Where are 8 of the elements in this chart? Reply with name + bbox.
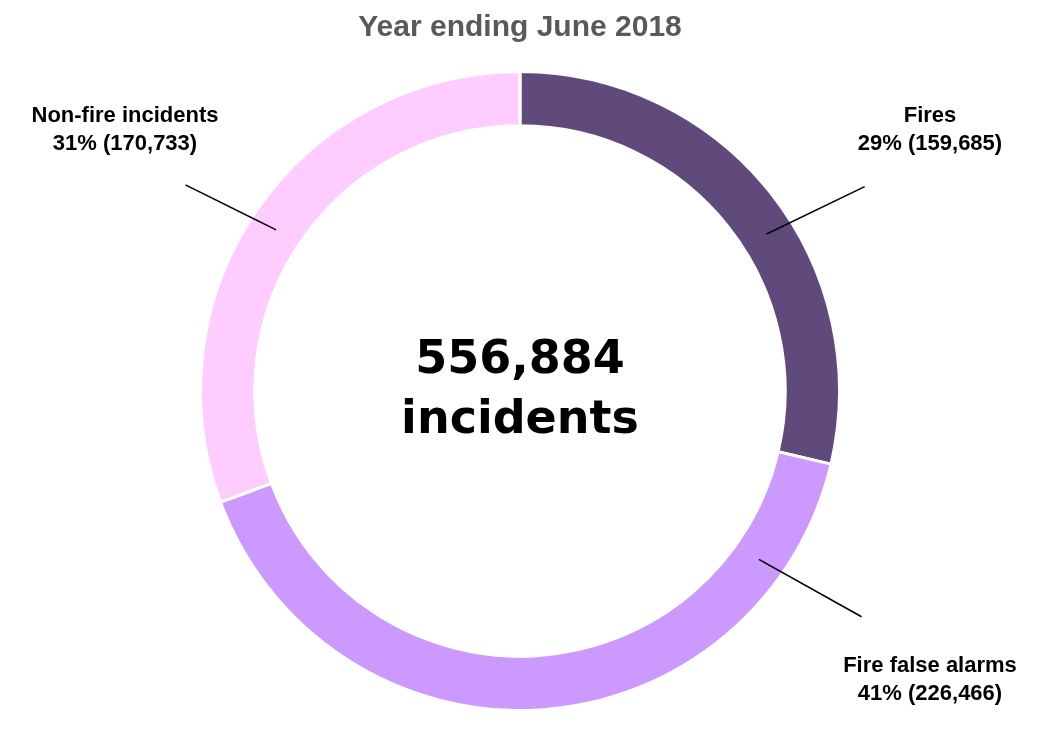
data-label: 29% (159,685)	[857, 130, 1003, 156]
slice-label: Fires	[903, 102, 957, 128]
chart-title: Year ending June 2018	[358, 9, 682, 43]
slice-label: Non-fire incidents	[31, 102, 219, 128]
data-label: 41% (226,466)	[857, 680, 1003, 706]
slice-label: Fire false alarms	[843, 652, 1017, 678]
text: 556,884 incidents	[401, 329, 639, 444]
data-label: 31% (170,733)	[52, 130, 198, 156]
